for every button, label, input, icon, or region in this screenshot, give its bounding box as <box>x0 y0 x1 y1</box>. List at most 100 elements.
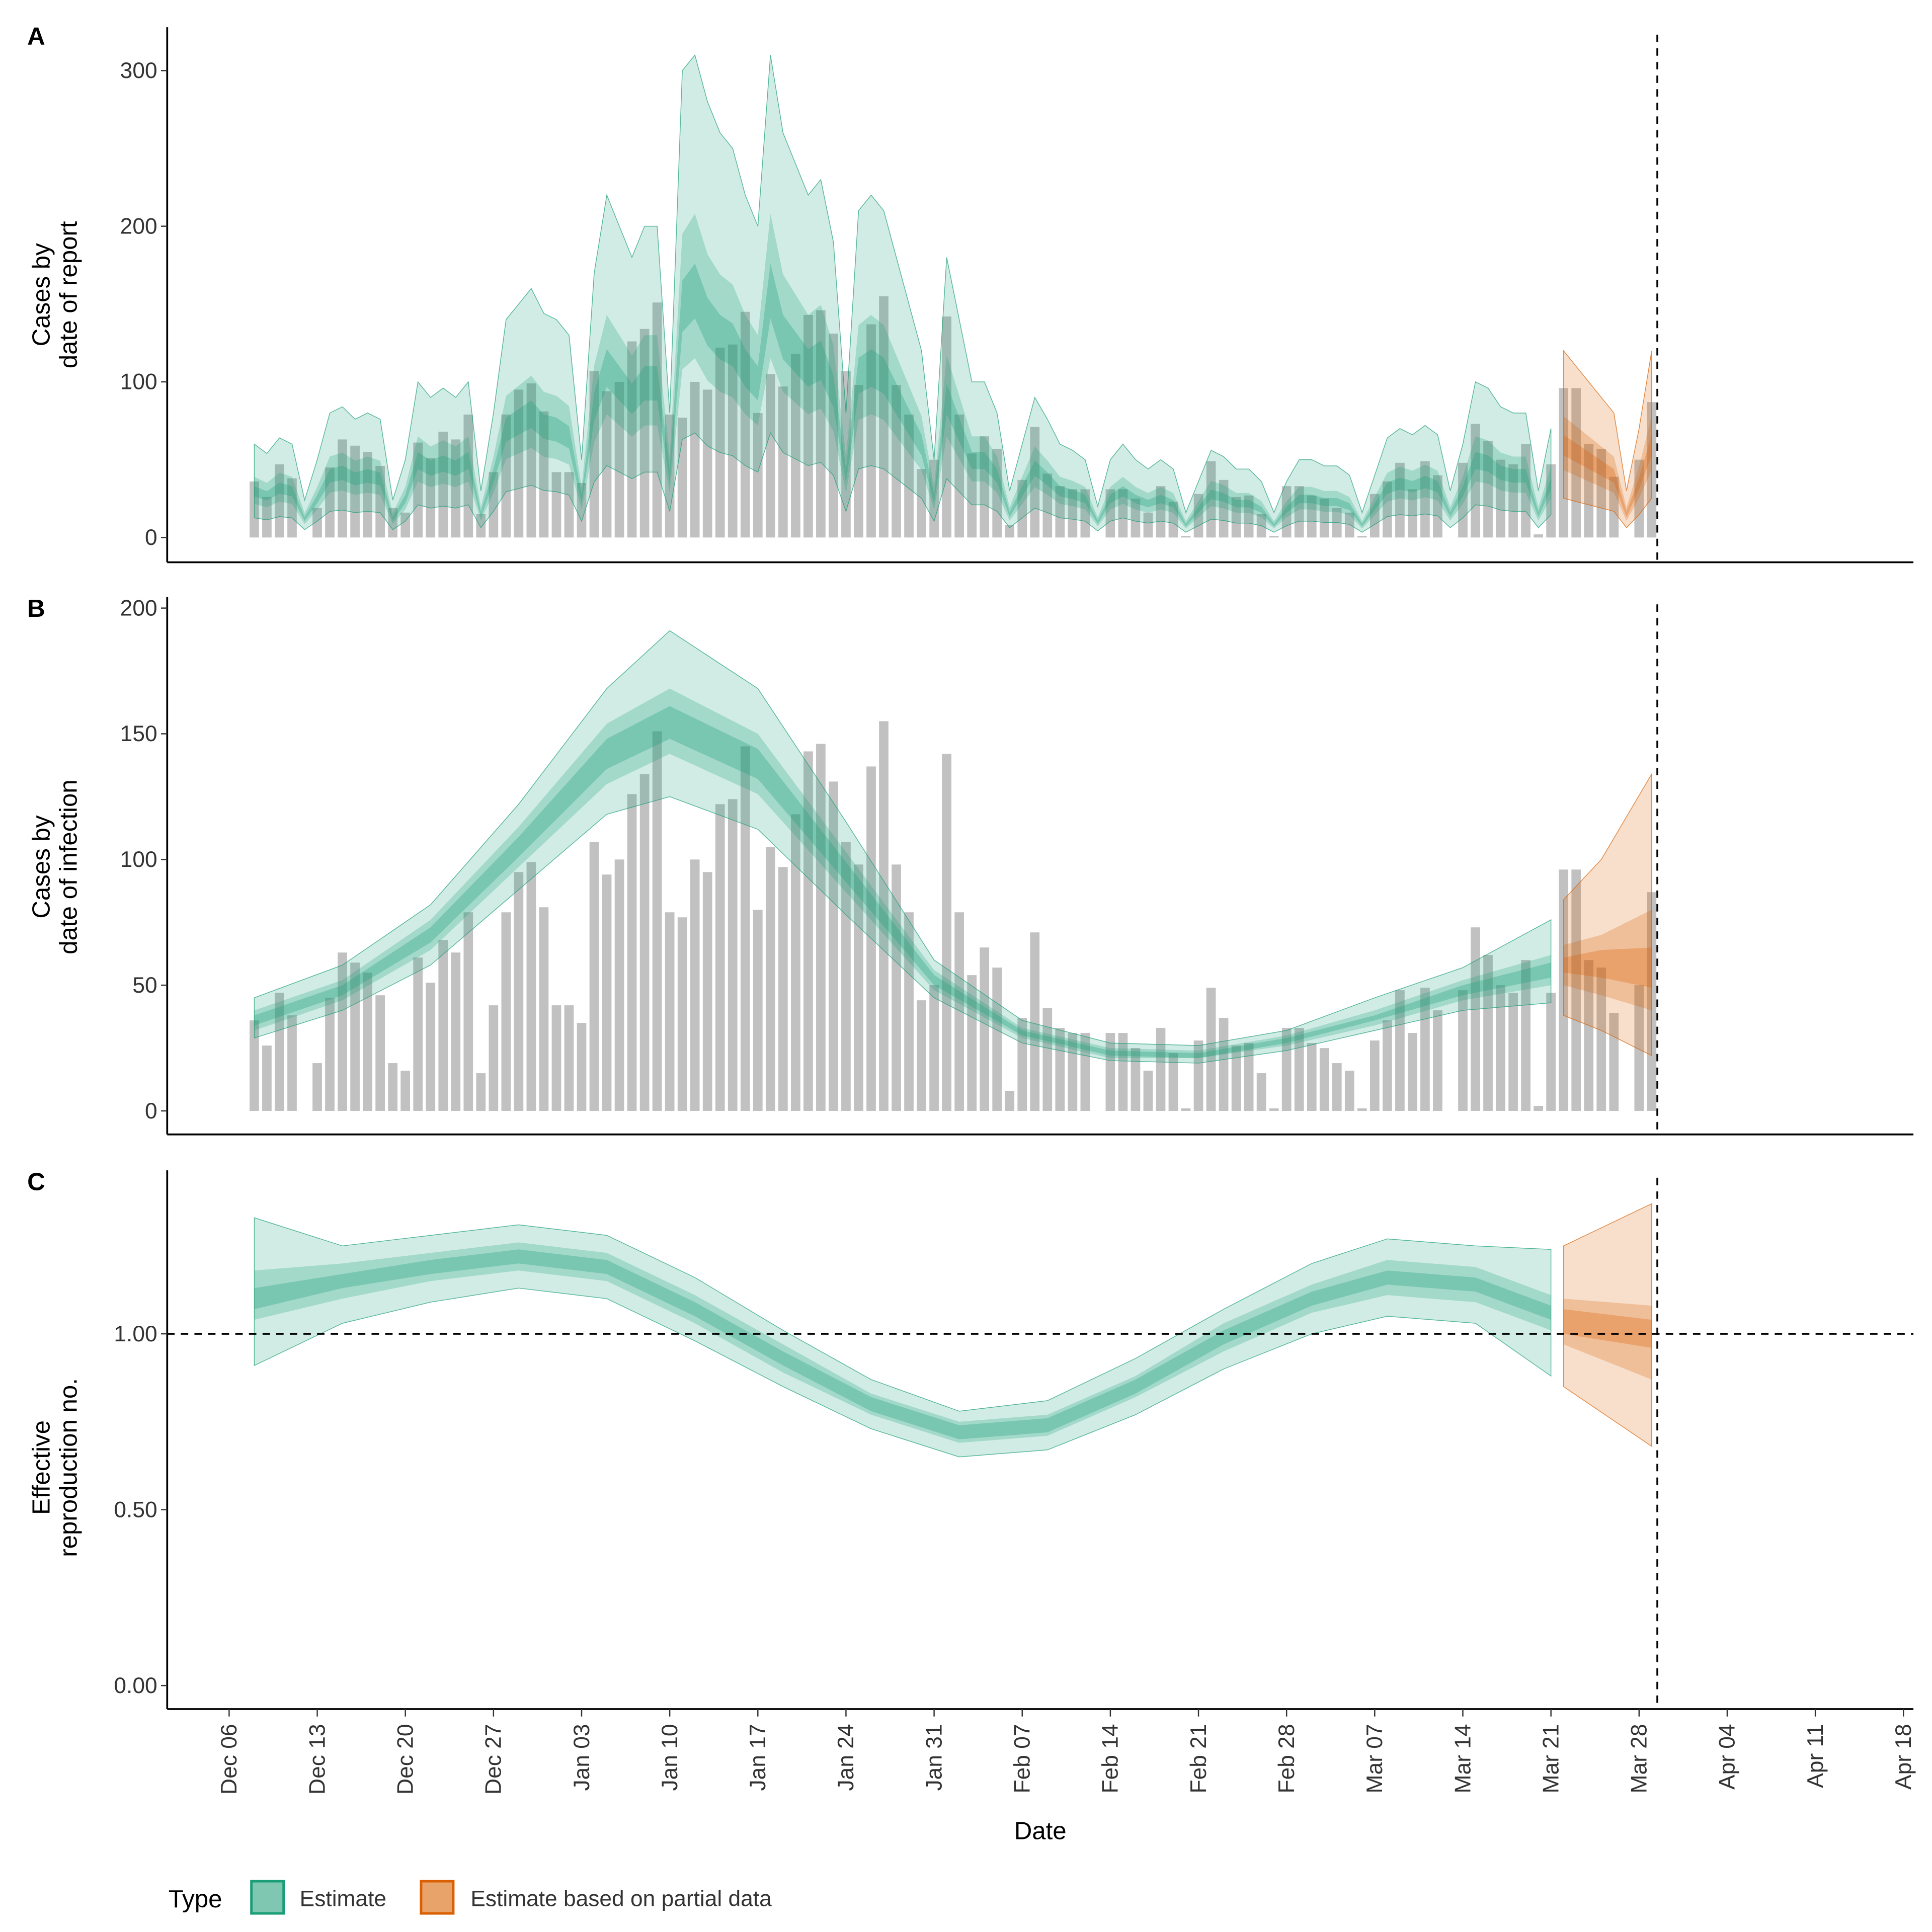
observed-bar-b <box>287 1015 297 1111</box>
observed-bar-a <box>1005 525 1015 538</box>
observed-bar-a <box>1357 536 1367 538</box>
observed-bar-b <box>1030 932 1040 1111</box>
observed-bar-a <box>375 466 385 538</box>
observed-bar-a <box>1156 486 1166 538</box>
observed-bar-b <box>1017 1018 1027 1111</box>
legend-swatch-estimate <box>250 1880 285 1915</box>
observed-bar-a <box>1319 498 1329 538</box>
observed-bar-a <box>463 414 473 538</box>
observed-bar-a <box>400 512 411 538</box>
x-tick-label: Mar 21 <box>1539 1724 1563 1793</box>
observed-bar-b <box>413 957 423 1111</box>
x-tick-label: Jan 17 <box>746 1724 770 1791</box>
observed-bar-b <box>614 859 624 1111</box>
observed-bar-a <box>879 296 889 538</box>
observed-bar-b <box>1005 1091 1015 1111</box>
observed-bar-a <box>1534 534 1543 538</box>
observed-bar-b <box>312 1063 322 1111</box>
observed-bar-b <box>954 912 964 1111</box>
observed-bar-b <box>665 912 675 1111</box>
panel-label-c: C <box>27 1168 45 1196</box>
observed-bar-b <box>942 754 951 1111</box>
observed-bar-a <box>1483 441 1493 538</box>
observed-bar-a <box>715 347 725 538</box>
y-tick-label: 0 <box>145 1099 157 1123</box>
observed-bar-a <box>602 391 612 538</box>
estimate-c-ci50-band <box>254 1242 1551 1443</box>
observed-bar-b <box>1546 993 1556 1111</box>
observed-bar-b <box>728 799 738 1111</box>
x-tick-label: Dec 06 <box>217 1724 242 1794</box>
observed-bar-b <box>400 1071 411 1111</box>
observed-bar-a <box>954 414 964 538</box>
observed-bar-a <box>614 381 624 538</box>
x-tick-label: Jan 31 <box>922 1724 946 1791</box>
observed-bar-a <box>866 324 876 538</box>
x-tick-label: Feb 14 <box>1098 1724 1123 1793</box>
observed-bar-b <box>1156 1028 1166 1111</box>
observed-bar-a <box>1458 462 1468 538</box>
observed-bar-b <box>451 952 461 1111</box>
observed-bar-b <box>551 1005 561 1111</box>
x-tick-label: Feb 21 <box>1186 1724 1211 1793</box>
observed-bar-a <box>1571 388 1581 538</box>
observed-bar-b <box>791 814 800 1111</box>
estimate-c-ci90-band <box>254 1217 1552 1458</box>
observed-bar-a <box>1219 479 1229 538</box>
x-axis-title: Date <box>1014 1817 1067 1844</box>
observed-bar-a <box>841 371 851 538</box>
y-tick-label: 100 <box>120 370 157 394</box>
estimate-b-ci90-band <box>254 630 1552 1064</box>
observed-bar-a <box>942 316 951 538</box>
observed-bar-a <box>1168 502 1178 538</box>
observed-bar-b <box>564 1005 574 1111</box>
observed-bar-b <box>753 910 763 1111</box>
observed-bar-a <box>438 431 448 538</box>
observed-bar-b <box>1256 1073 1266 1111</box>
observed-bar-a <box>1634 459 1644 538</box>
observed-bar-a <box>363 452 372 538</box>
observed-bar-b <box>1534 1106 1543 1111</box>
observed-bar-a <box>1231 497 1241 538</box>
observed-bar-b <box>1319 1048 1329 1111</box>
observed-bar-b <box>816 744 826 1111</box>
observed-bar-a <box>489 472 499 538</box>
x-tick-label: Apr 11 <box>1803 1724 1828 1788</box>
observed-bar-b <box>1596 968 1606 1111</box>
observed-bar-b <box>514 872 524 1111</box>
observed-bar-b <box>1181 1108 1191 1111</box>
observed-bar-b <box>1609 1013 1619 1111</box>
observed-bar-b <box>1131 1048 1141 1111</box>
y-tick-label: 1.00 <box>114 1322 157 1346</box>
observed-bar-b <box>476 1073 486 1111</box>
observed-bar-a <box>1080 489 1090 538</box>
observed-bar-b <box>1521 960 1531 1111</box>
observed-bar-a <box>551 472 561 538</box>
observed-bar-b <box>992 968 1002 1111</box>
observed-bar-b <box>1408 1033 1417 1111</box>
x-tick-label: Mar 14 <box>1451 1724 1475 1793</box>
observed-bar-b <box>1508 993 1518 1111</box>
x-tick-label: Feb 07 <box>1010 1724 1035 1793</box>
x-tick-label: Dec 13 <box>305 1724 330 1794</box>
observed-bar-a <box>262 497 272 538</box>
observed-bar-b <box>338 952 347 1111</box>
observed-bar-a <box>388 508 398 538</box>
observed-bar-b <box>577 1023 587 1111</box>
partial-b-ci90-band <box>1563 772 1652 1057</box>
observed-bar-b <box>1231 1045 1241 1111</box>
observed-bar-a <box>1131 498 1141 538</box>
x-tick-label: Mar 07 <box>1362 1724 1387 1793</box>
observed-bar-b <box>1496 985 1505 1111</box>
observed-bar-b <box>350 962 360 1111</box>
y-tick-label: 200 <box>120 596 157 620</box>
observed-bar-b <box>1332 1063 1342 1111</box>
observed-bar-b <box>980 947 990 1111</box>
legend: Type Estimate Estimate based on partial … <box>169 1880 772 1915</box>
observed-bar-b <box>1370 1040 1380 1111</box>
observed-bar-a <box>803 314 813 538</box>
legend-swatch-partial <box>420 1880 455 1915</box>
estimate-a-ci50-band <box>254 213 1551 529</box>
observed-bar-b <box>388 1063 398 1111</box>
